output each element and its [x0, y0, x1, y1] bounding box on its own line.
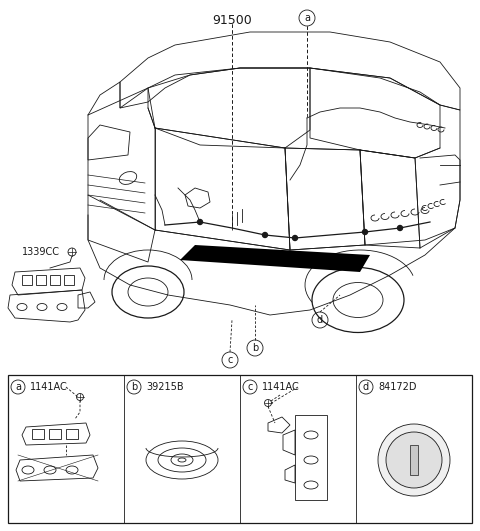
Text: d: d — [317, 315, 323, 325]
Text: c: c — [247, 382, 252, 392]
Circle shape — [386, 432, 442, 488]
Text: b: b — [131, 382, 137, 392]
Text: 39215B: 39215B — [146, 382, 184, 392]
Text: b: b — [252, 343, 258, 353]
Circle shape — [362, 229, 368, 235]
Circle shape — [263, 233, 267, 237]
Circle shape — [292, 236, 298, 241]
Text: 1141AC: 1141AC — [30, 382, 68, 392]
Text: c: c — [228, 355, 233, 365]
Text: a: a — [15, 382, 21, 392]
Text: 91500: 91500 — [212, 14, 252, 27]
Circle shape — [197, 219, 203, 225]
Polygon shape — [180, 245, 370, 272]
Text: 84172D: 84172D — [378, 382, 417, 392]
FancyBboxPatch shape — [410, 445, 418, 475]
Text: 1141AC: 1141AC — [262, 382, 300, 392]
Circle shape — [378, 424, 450, 496]
Circle shape — [397, 226, 403, 230]
Text: 1339CC: 1339CC — [22, 247, 60, 257]
Text: a: a — [304, 13, 310, 23]
Text: d: d — [363, 382, 369, 392]
